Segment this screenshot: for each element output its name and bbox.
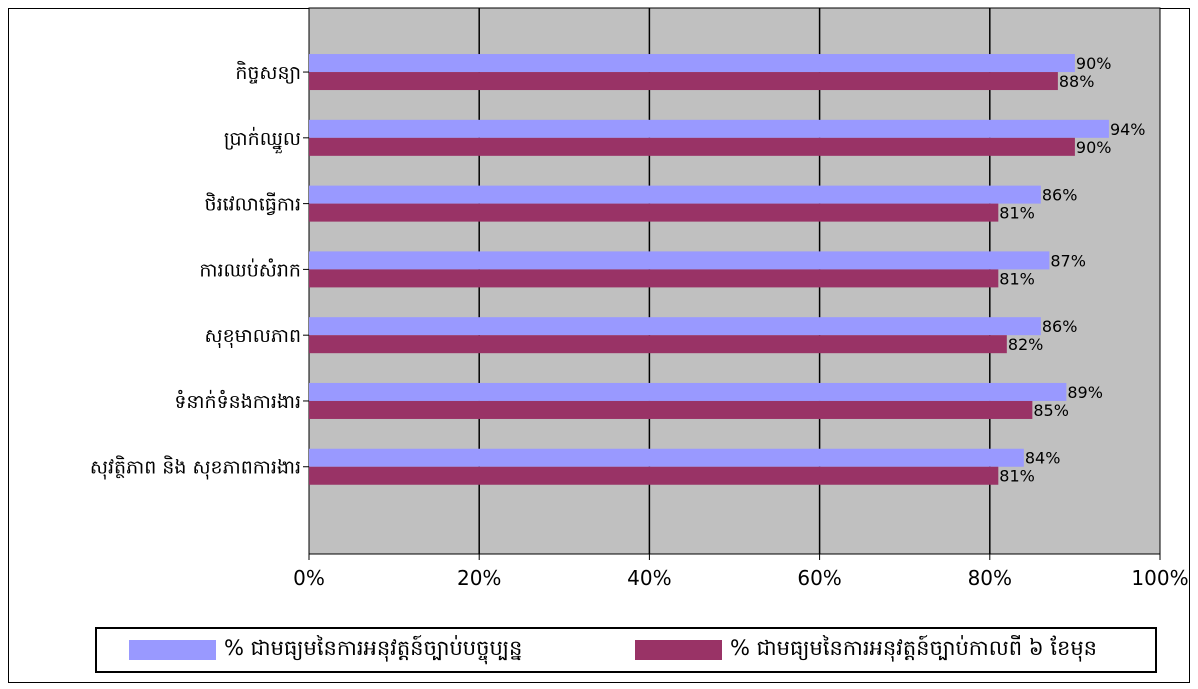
- category-label: កិច្ចសន្យា: [235, 60, 301, 84]
- category-label: ប្រាក់ឈ្នួល: [224, 126, 301, 154]
- bar: [309, 251, 1050, 270]
- bar: [309, 317, 1041, 336]
- legend-swatch-current: [129, 640, 216, 660]
- data-label: 82%: [1008, 335, 1044, 354]
- data-label: 85%: [1033, 401, 1069, 420]
- data-label: 90%: [1076, 138, 1112, 157]
- x-tick-label: 60%: [797, 566, 841, 590]
- data-label: 94%: [1110, 120, 1146, 139]
- category-label: សុខុមាលភាព: [205, 325, 301, 349]
- data-label: 86%: [1042, 186, 1078, 205]
- category-label: សុវត្ថិភាព និង សុខភាពការងារ: [90, 455, 301, 481]
- bar: [309, 448, 1024, 467]
- legend-label-previous: % ជាមធ្យមនៃការអនុវត្តន៍ច្បាប់កាលពី ៦ ខែម…: [730, 635, 1097, 660]
- x-tick-label: 100%: [1131, 566, 1188, 590]
- bars: [309, 54, 1109, 485]
- data-label: 89%: [1067, 383, 1103, 402]
- x-tick-label: 80%: [968, 566, 1012, 590]
- bar: [309, 400, 1033, 419]
- category-label: ការឈប់សំរាក: [199, 257, 301, 281]
- legend-swatch-previous: [635, 640, 722, 660]
- bar: [309, 203, 999, 222]
- bar: [309, 466, 999, 485]
- data-labels: 90%88%94%90%86%81%87%81%86%82%89%85%84%8…: [999, 54, 1145, 486]
- bar: [309, 269, 999, 288]
- data-label: 84%: [1025, 449, 1061, 468]
- bar: [309, 382, 1067, 401]
- bar: [309, 119, 1109, 138]
- x-tick-label: 20%: [457, 566, 501, 590]
- data-label: 87%: [1050, 251, 1086, 270]
- legend-item-previous: % ជាមធ្យមនៃការអនុវត្តន៍ច្បាប់កាលពី ៦ ខែម…: [635, 629, 1097, 671]
- category-label: ថិរវេលាធ្វើការ: [205, 192, 301, 216]
- data-label: 81%: [999, 269, 1035, 288]
- bar: [309, 72, 1058, 91]
- bar: [309, 137, 1075, 156]
- legend-item-current: % ជាមធ្យមនៃការអនុវត្តន៍ច្បាប់បច្ចុប្បន្ន: [129, 629, 522, 671]
- legend: % ជាមធ្យមនៃការអនុវត្តន៍ច្បាប់បច្ចុប្បន្ន…: [95, 627, 1157, 673]
- data-label: 88%: [1059, 72, 1095, 91]
- data-label: 86%: [1042, 317, 1078, 336]
- x-tick-label: 40%: [627, 566, 671, 590]
- category-labels: កិច្ចសន្យាប្រាក់ឈ្នួលថិរវេលាធ្វើការការឈប…: [90, 60, 309, 481]
- legend-label-current: % ជាមធ្យមនៃការអនុវត្តន៍ច្បាប់បច្ចុប្បន្ន: [224, 635, 523, 660]
- category-label: ទំនាក់ទំនងការងារ: [174, 389, 301, 413]
- data-label: 90%: [1076, 54, 1112, 73]
- data-label: 81%: [999, 204, 1035, 223]
- bar: [309, 185, 1041, 204]
- data-label: 81%: [999, 467, 1035, 486]
- bar: [309, 54, 1075, 73]
- x-tick-labels: 0% 20% 40% 60% 80% 100%: [293, 554, 1189, 590]
- x-tick-label: 0%: [293, 566, 325, 590]
- bar: [309, 335, 1007, 354]
